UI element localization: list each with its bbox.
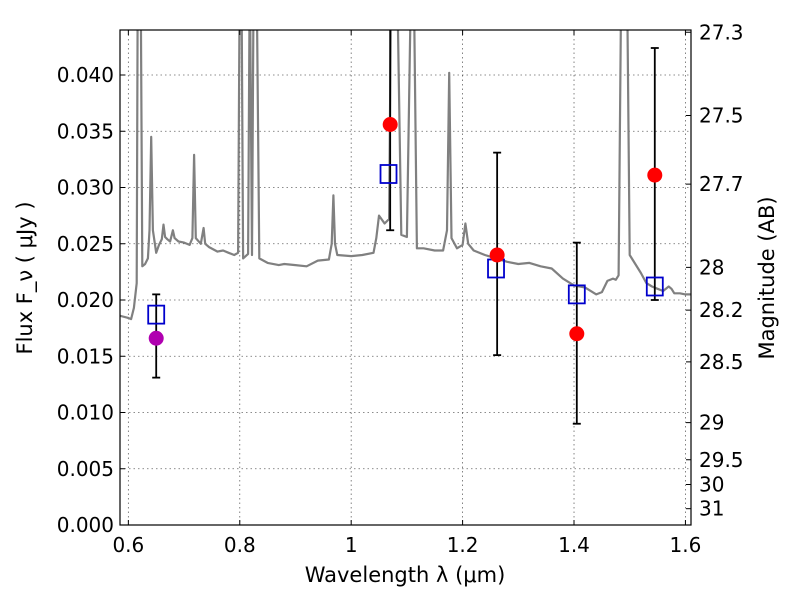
y-tick-label: 0.035: [57, 119, 114, 143]
x-tick-label: 0.6: [112, 533, 144, 557]
x-tick-label: 1.6: [670, 533, 702, 557]
model-photometry-square: [379, 164, 398, 184]
grid-lines: [120, 30, 691, 526]
model-photometry-square: [147, 304, 166, 325]
right-tick-label: 28: [699, 255, 724, 279]
right-tick-label: 31: [699, 497, 724, 521]
axes: 0.6 0.8 1 1.2 1.4 1.6 0.000 0.005 0.010 0.015 0.02…: [57, 20, 744, 557]
y-tick-label: 0.030: [57, 176, 114, 200]
y-tick-label: 0.020: [57, 288, 114, 312]
y-tick-label: 0.015: [57, 344, 114, 368]
observed-flux-point: [148, 330, 164, 346]
right-tick-label: 27.7: [699, 172, 744, 196]
right-tick-label: 28.2: [699, 298, 744, 322]
x-tick-label: 1.2: [447, 533, 479, 557]
x-tick-label: 1: [345, 533, 358, 557]
observed-flux-point: [569, 326, 585, 342]
y-axis-title-left: Flux F_ν ( μJy ): [13, 201, 38, 354]
observed-flux-point: [489, 247, 505, 263]
y-tick-label: 0.040: [57, 63, 114, 87]
y-tick-label: 0.010: [57, 401, 114, 425]
x-tick-label: 1.4: [558, 533, 590, 557]
right-tick-label: 29.5: [699, 448, 744, 472]
x-axis-title: Wavelength λ (μm): [305, 563, 506, 587]
plot-frame: [119, 29, 692, 526]
y-axis-title-right: Magnitude (AB): [755, 196, 779, 359]
model-photometry-square: [645, 276, 664, 297]
right-tick-label: 27.3: [699, 20, 744, 44]
y-tick-label: 0.000: [57, 513, 114, 537]
right-tick-label: 30: [699, 473, 724, 497]
y-tick-label: 0.025: [57, 232, 114, 256]
right-tick-label: 29: [699, 411, 724, 435]
x-tick-label: 0.8: [224, 533, 256, 557]
model-spectrum-line: [120, 30, 691, 321]
plot-area: [120, 30, 691, 425]
y-tick-label: 0.005: [57, 457, 114, 481]
model-photometry-square: [567, 284, 586, 305]
right-tick-label: 27.5: [699, 104, 744, 128]
observed-flux-point: [382, 117, 398, 132]
right-tick-label: 28.5: [699, 350, 744, 374]
observed-flux-point: [647, 167, 663, 183]
